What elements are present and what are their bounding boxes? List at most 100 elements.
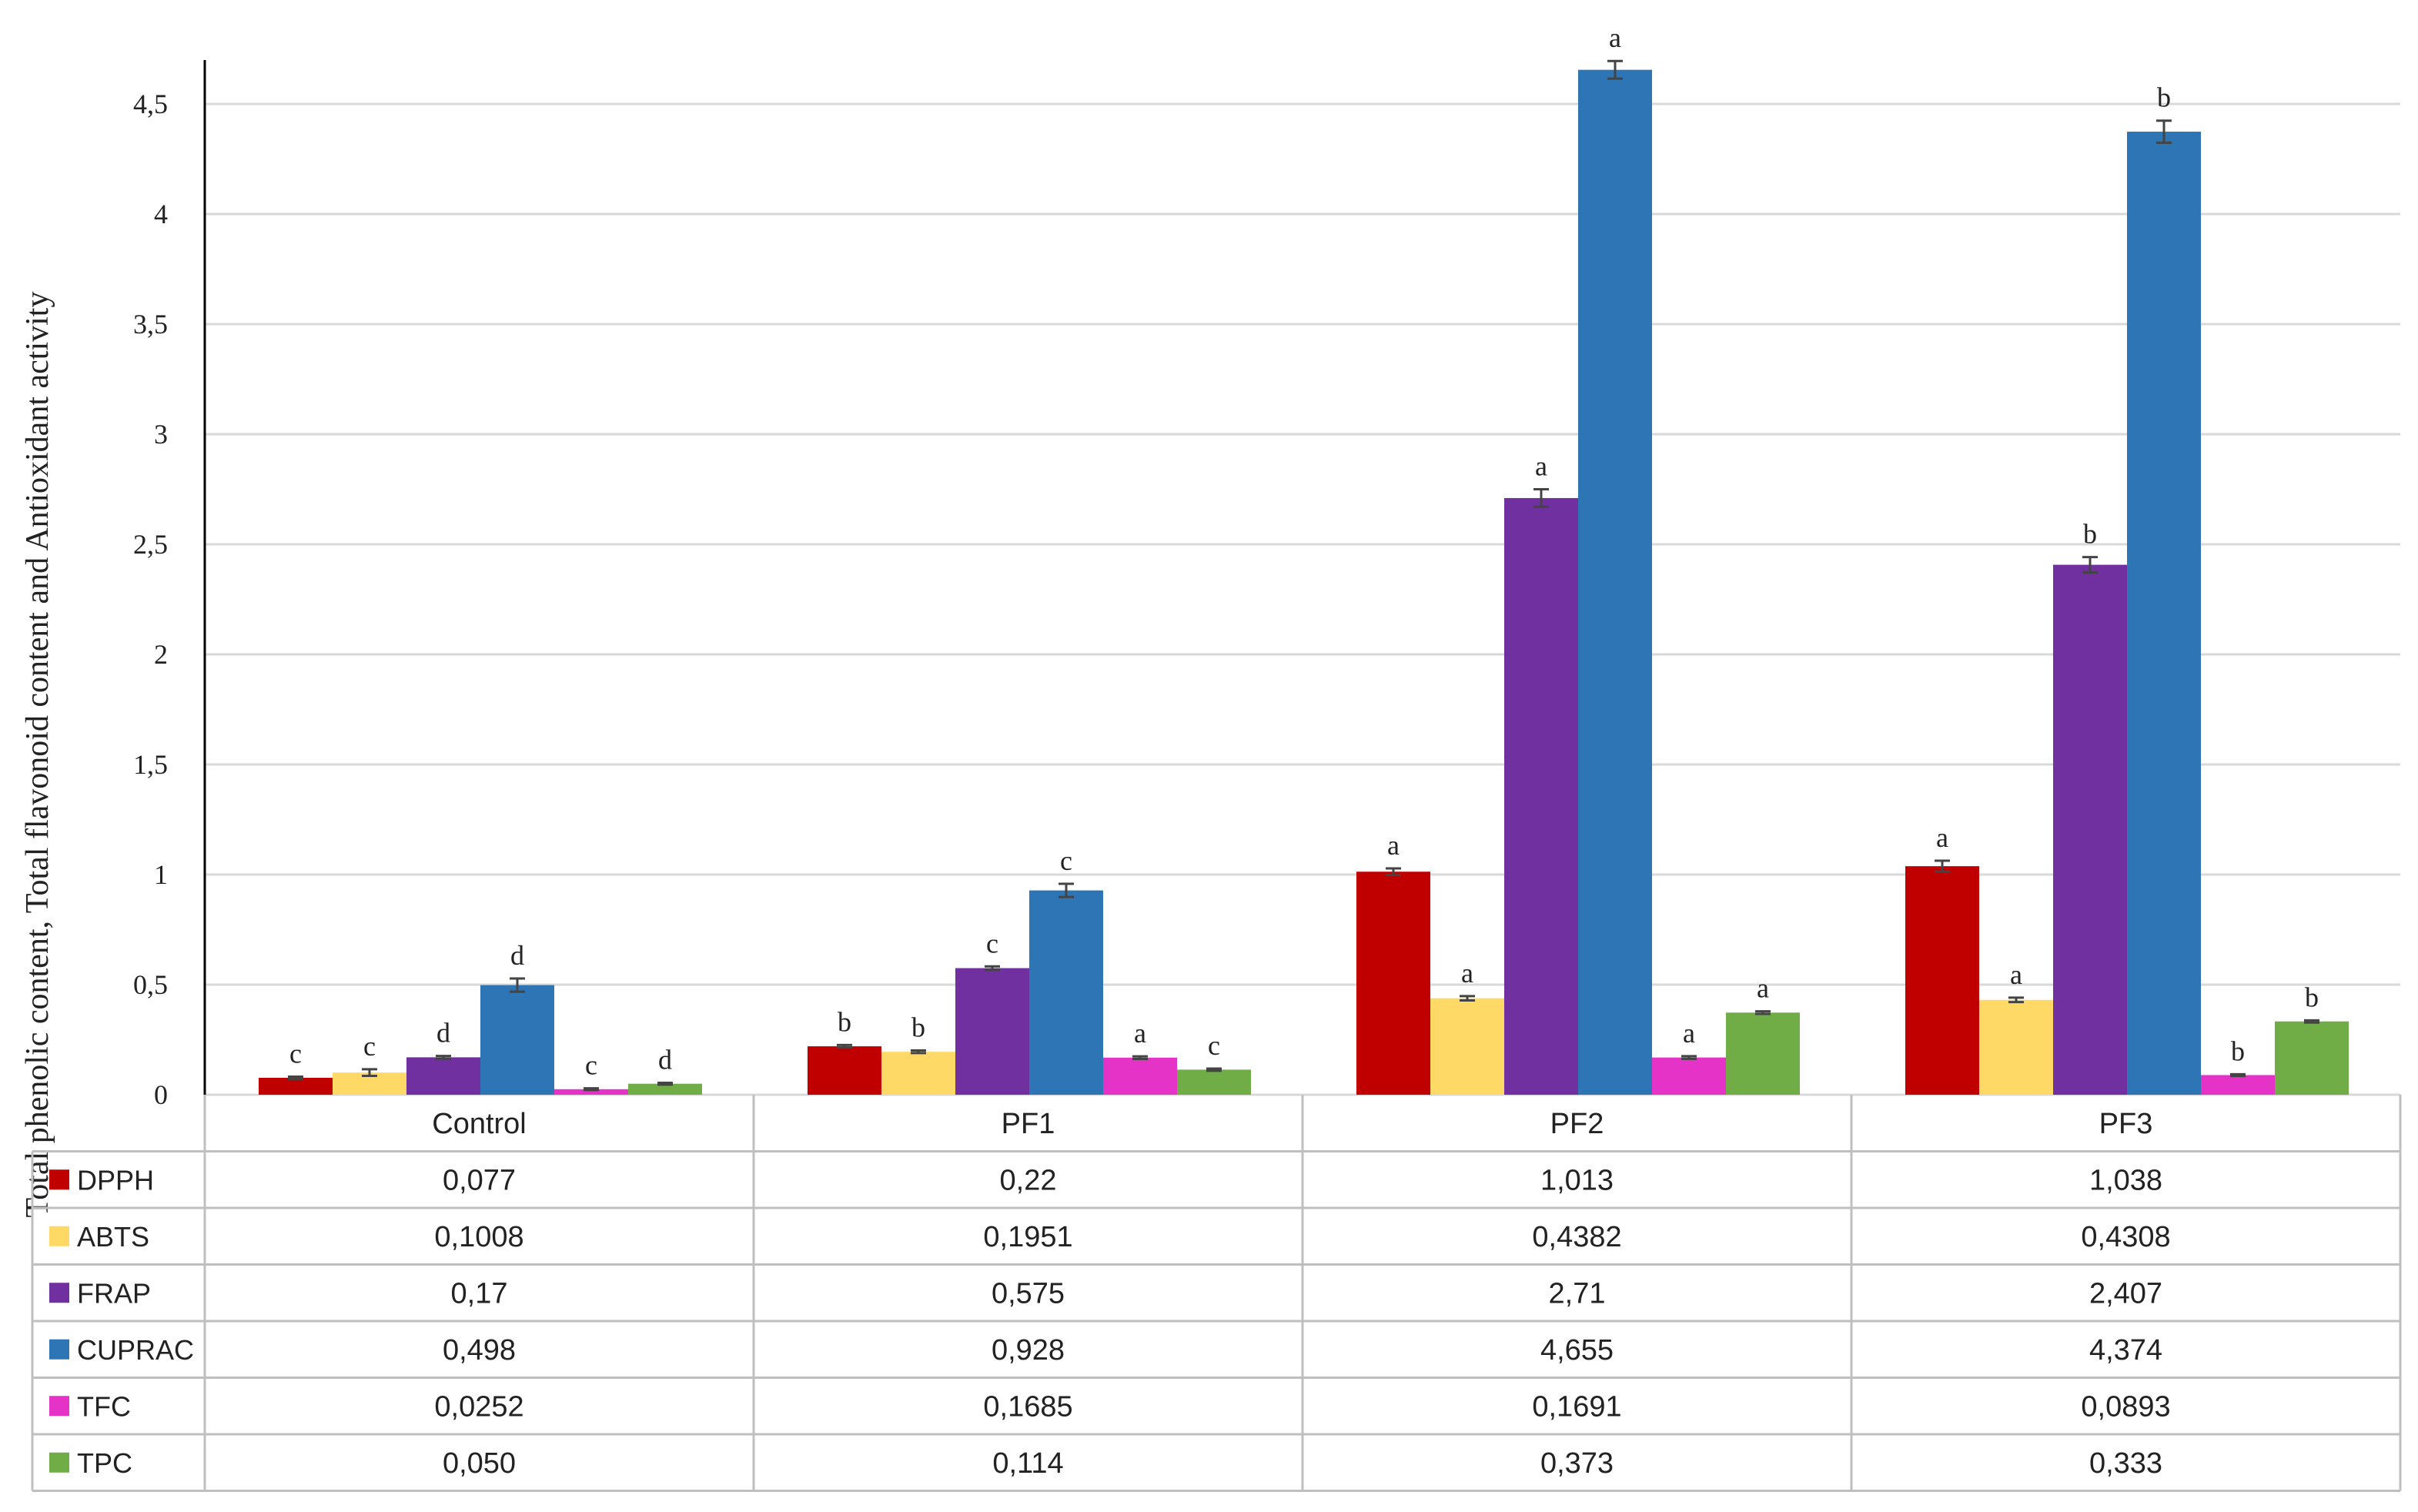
y-tick-label: 3	[154, 419, 168, 450]
legend-swatch-cuprac	[49, 1339, 69, 1360]
significance-letter: d	[658, 1045, 672, 1075]
significance-letter: a	[1461, 958, 1473, 988]
significance-letter: c	[289, 1039, 302, 1069]
bar-tpc-pf2	[1726, 1012, 1800, 1095]
significance-letter: c	[1060, 845, 1072, 876]
table-cell-value: 0,1951	[983, 1221, 1072, 1253]
legend-swatch-dpph	[49, 1169, 69, 1190]
significance-letter: c	[585, 1050, 597, 1081]
significance-letter: b	[2231, 1035, 2245, 1066]
table-cell-value: 0,0252	[434, 1390, 523, 1423]
legend-label: FRAP	[77, 1277, 151, 1309]
bar-dpph-control	[259, 1077, 333, 1095]
significance-letter: c	[986, 928, 998, 958]
legend-label: TPC	[77, 1447, 132, 1479]
table-cell-value: 1,013	[1540, 1164, 1614, 1196]
significance-letter: a	[1535, 451, 1547, 482]
significance-letter: a	[1609, 22, 1621, 53]
significance-letter: a	[1387, 830, 1400, 861]
bar-abts-pf2	[1430, 998, 1504, 1095]
legend-label: ABTS	[77, 1221, 149, 1253]
bar-cuprac-pf2	[1578, 69, 1652, 1095]
significance-letter: b	[838, 1006, 851, 1037]
table-cell-value: 0,928	[992, 1334, 1065, 1366]
bar-cuprac-pf3	[2127, 132, 2201, 1095]
y-tick-labels: 0 0,5 1 1,5 2 2,5 3 3,5 4 4,5	[133, 89, 168, 1110]
bar-frap-pf1	[955, 968, 1029, 1095]
bar-tfc-pf3	[2201, 1075, 2275, 1095]
bar-frap-control	[406, 1057, 480, 1095]
significance-letter: d	[510, 940, 524, 971]
legend-swatch-tfc	[49, 1396, 69, 1417]
bar-tfc-pf1	[1103, 1057, 1177, 1095]
bar-cuprac-control	[480, 985, 554, 1095]
significance-letter: d	[436, 1018, 450, 1049]
table-cell-value: 0,0893	[2081, 1390, 2170, 1423]
category-label: Control	[432, 1108, 527, 1140]
error-bars	[288, 59, 2319, 1092]
bar-frap-pf3	[2053, 564, 2127, 1095]
bar-dpph-pf2	[1356, 871, 1430, 1095]
y-axis-label: Total phenolic content, Total flavonoid …	[20, 292, 55, 1218]
bar-abts-pf1	[881, 1052, 955, 1095]
table-cell-value: 4,374	[2089, 1334, 2162, 1366]
table-cell-value: 2,407	[2089, 1277, 2162, 1310]
significance-letter: a	[1757, 973, 1769, 1004]
significance-letter: a	[1936, 822, 1948, 853]
significance-letter: a	[1134, 1018, 1146, 1049]
bar-dpph-pf1	[808, 1046, 881, 1095]
bar-tpc-control	[628, 1083, 702, 1095]
significance-letter: a	[2010, 959, 2022, 990]
legend-swatch-abts	[49, 1226, 69, 1246]
table-cell-value: 0,4308	[2081, 1221, 2170, 1253]
significance-letter: a	[1683, 1018, 1695, 1049]
significance-letter: b	[2157, 82, 2171, 113]
data-table: Control PF1 PF2 PF3 DPPH 0,077 0,22 1,013 1,038 A…	[31, 1095, 2402, 1492]
significance-letter: c	[1208, 1030, 1220, 1061]
table-cell-value: 0,373	[1540, 1447, 1614, 1480]
table-cell-value: 0,575	[992, 1277, 1065, 1310]
bar-tfc-pf2	[1652, 1057, 1726, 1095]
table-cell-value: 0,1008	[434, 1221, 523, 1253]
bar-tfc-control	[554, 1089, 628, 1095]
category-label: PF2	[1550, 1108, 1604, 1140]
table-cell-value: 0,050	[443, 1447, 516, 1480]
significance-letter: b	[911, 1012, 925, 1042]
bar-tpc-pf3	[2275, 1021, 2349, 1095]
significance-letter: b	[2305, 982, 2319, 1012]
table-cell-value: 0,17	[451, 1277, 508, 1310]
y-tick-label: 3,5	[133, 309, 168, 340]
y-tick-label: 2,5	[133, 529, 168, 560]
significance-letter: c	[363, 1031, 376, 1062]
significance-letters: c c d d c d b b c c a c a a a a a a a a b b b b	[289, 22, 2319, 1080]
table-cell-value: 0,498	[443, 1334, 516, 1366]
category-label: PF1	[1002, 1108, 1055, 1140]
table-cell-value: 1,038	[2089, 1164, 2162, 1196]
legend-swatch-tpc	[49, 1452, 69, 1473]
table-cell-value: 0,1685	[983, 1390, 1072, 1423]
table-cell-value: 0,077	[443, 1164, 516, 1196]
table-cell-value: 0,1691	[1532, 1390, 1621, 1423]
table-cell-value: 0,22	[1000, 1164, 1057, 1196]
y-tick-label: 0	[154, 1079, 168, 1110]
legend-swatch-frap	[49, 1283, 69, 1303]
y-tick-label: 4,5	[133, 89, 168, 119]
legend-label: DPPH	[77, 1164, 154, 1196]
significance-letter: b	[2083, 519, 2097, 550]
y-tick-label: 2	[154, 639, 168, 670]
bar-dpph-pf3	[1905, 866, 1979, 1095]
table-cell-value: 0,114	[992, 1447, 1063, 1480]
bar-cuprac-pf1	[1029, 890, 1103, 1095]
bar-abts-pf3	[1979, 999, 2053, 1095]
table-cell-value: 0,4382	[1532, 1221, 1621, 1253]
legend-label: TFC	[77, 1390, 131, 1422]
bar-tpc-pf1	[1177, 1069, 1251, 1095]
y-tick-label: 1,5	[133, 749, 168, 780]
y-tick-label: 0,5	[133, 969, 168, 1000]
table-cell-value: 4,655	[1540, 1334, 1614, 1366]
y-tick-label: 4	[154, 199, 168, 229]
grid-lines	[205, 102, 2400, 1096]
y-tick-label: 1	[154, 859, 168, 890]
table-cell-value: 0,333	[2089, 1447, 2162, 1480]
